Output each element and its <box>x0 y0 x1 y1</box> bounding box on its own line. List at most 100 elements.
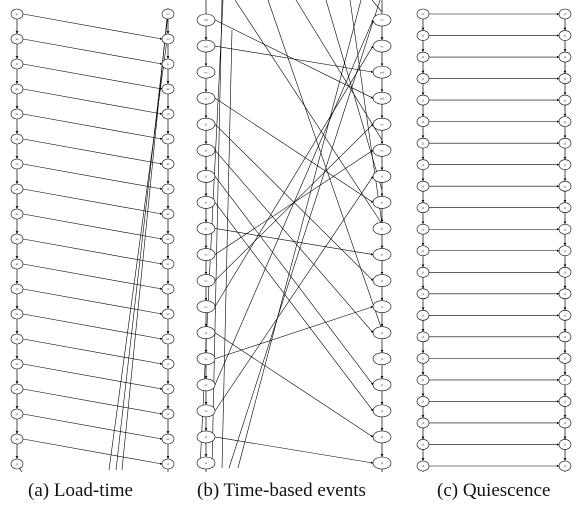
node-label: j1 <box>563 227 567 231</box>
node-label: ut <box>167 237 170 241</box>
node-left <box>10 158 24 170</box>
node-label: ut <box>16 37 19 41</box>
node-right <box>558 137 572 149</box>
long-edge <box>221 29 233 469</box>
node-right <box>161 158 175 170</box>
node-label: ut <box>167 312 170 316</box>
cross-edge <box>22 263 163 290</box>
node-left <box>10 8 24 20</box>
node-label: j1 <box>380 227 384 231</box>
node-label: j1 <box>421 421 425 425</box>
node-right <box>161 408 175 420</box>
node-label: vc <box>204 357 208 361</box>
cross-edge <box>22 13 163 40</box>
node-label: ut <box>16 362 19 366</box>
node-label: vc <box>204 305 208 309</box>
node-left <box>416 30 430 41</box>
node-label: j1 <box>563 163 567 167</box>
node-label: j1 <box>563 314 567 318</box>
node-label: j1 <box>563 55 567 59</box>
node-left <box>196 248 216 261</box>
node-left <box>10 383 24 395</box>
cross-edge <box>22 288 163 315</box>
node-left <box>416 180 430 192</box>
node-label: ut <box>167 337 170 341</box>
node-left <box>196 117 216 131</box>
node-label: j1 <box>166 187 170 191</box>
long-edge <box>234 0 383 225</box>
node-label: j1 <box>380 253 384 257</box>
node-label: j1 <box>15 462 19 466</box>
node-right <box>372 117 392 131</box>
node-right <box>372 430 392 444</box>
node-label: j1 <box>563 249 567 253</box>
node-label: j1 <box>421 464 425 468</box>
cross-edge <box>214 332 374 438</box>
node-right <box>558 460 572 472</box>
node-label: j1 <box>166 462 170 466</box>
node-label: j1 <box>380 201 384 205</box>
node-label: j1 <box>15 162 19 166</box>
cross-edge <box>214 45 374 73</box>
node-left <box>196 13 216 27</box>
node-left <box>416 310 430 321</box>
node-label: j1 <box>421 163 425 167</box>
node-left <box>196 404 216 418</box>
node-right <box>558 310 572 321</box>
long-edge <box>371 0 383 13</box>
cross-edge <box>22 238 163 265</box>
node-left <box>196 430 216 444</box>
node-label: j1 <box>380 331 384 335</box>
node-right <box>372 378 392 392</box>
node-right <box>558 439 572 450</box>
node-label: vc <box>380 18 384 22</box>
node-label: j1 <box>563 335 567 339</box>
cross-edge <box>214 45 374 307</box>
node-left <box>416 245 430 257</box>
node-label: j1 <box>15 412 19 416</box>
node-left <box>416 73 430 84</box>
node-label: cl <box>381 175 384 179</box>
node-left <box>416 439 430 450</box>
node-left <box>196 170 216 183</box>
cross-edge <box>22 113 163 140</box>
node-label: ut <box>16 137 19 141</box>
cross-edge <box>22 38 163 65</box>
node-left <box>416 51 430 63</box>
node-label: ut <box>16 237 19 241</box>
node-label: j1 <box>563 357 567 361</box>
cross-edge <box>22 213 163 240</box>
node-label: j1 <box>563 378 567 382</box>
node-right <box>558 30 572 41</box>
node-right <box>558 417 572 429</box>
node-label: j1 <box>421 335 425 339</box>
cross-edge <box>214 202 374 412</box>
node-left <box>416 94 430 106</box>
cross-edge <box>22 388 163 415</box>
node-label: j1 <box>15 287 19 291</box>
node-label: nd <box>204 44 208 48</box>
long-edge <box>121 7 169 471</box>
node-right <box>161 433 175 445</box>
node-label: j1 <box>421 400 425 404</box>
node-left <box>10 133 24 145</box>
node-right <box>161 258 175 270</box>
node-right <box>372 404 392 418</box>
node-label: vc <box>166 12 170 16</box>
node-label: j1 <box>204 148 208 152</box>
node-label: j1 <box>166 412 170 416</box>
node-label: ut <box>167 87 170 91</box>
node-label: j1 <box>421 249 425 253</box>
node-right <box>372 39 392 53</box>
node-left <box>196 91 216 105</box>
node-label: j1 <box>563 120 567 124</box>
node-right <box>558 245 572 257</box>
node-right <box>372 170 392 183</box>
node-right <box>558 180 572 192</box>
node-label: j1 <box>563 206 567 210</box>
node-left <box>196 456 216 470</box>
node-label: ut <box>167 387 170 391</box>
node-right <box>161 183 175 195</box>
node-label: ut <box>16 87 19 91</box>
node-label: p <box>167 62 169 66</box>
